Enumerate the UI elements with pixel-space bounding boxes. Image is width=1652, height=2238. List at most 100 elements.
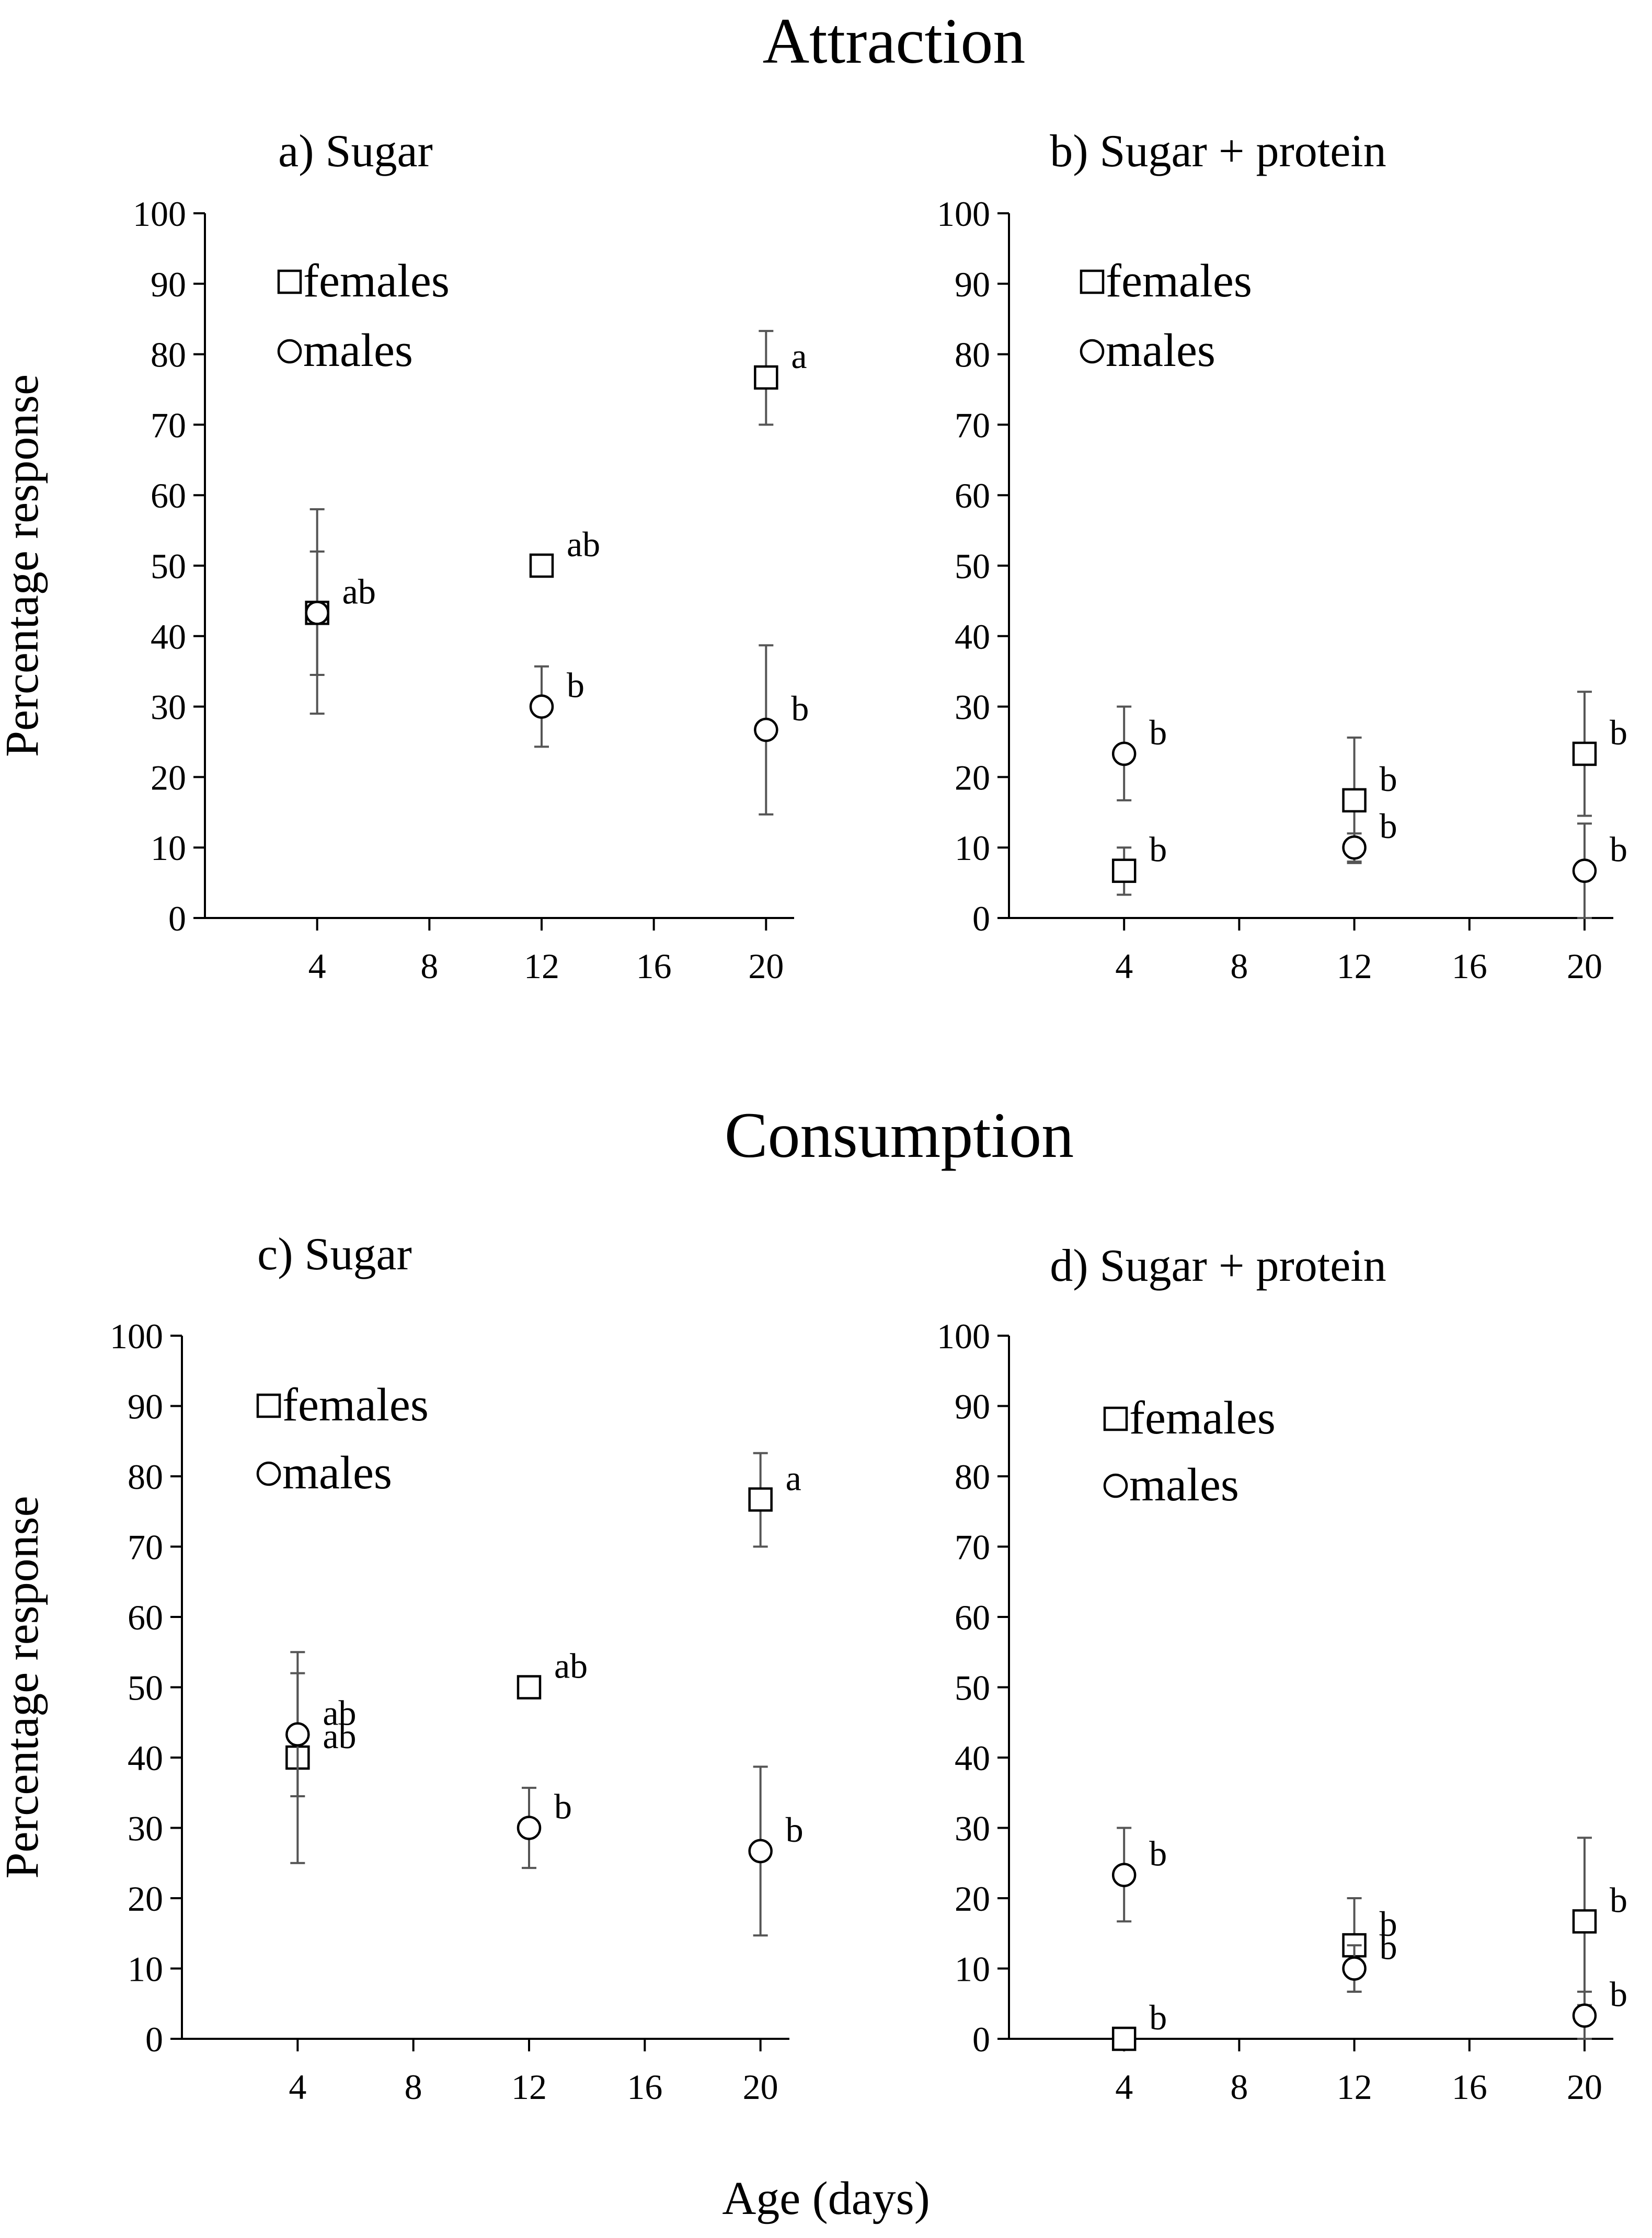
data-point-females [1342, 788, 1367, 813]
significance-label-females: b [1149, 1998, 1167, 2037]
data-point-males [529, 694, 554, 719]
data-point-males [305, 601, 329, 625]
x-tick-label: 20 [743, 2067, 778, 2107]
data-point-males [1111, 1863, 1137, 1887]
x-tick-label: 12 [524, 946, 559, 986]
y-tick-label: 100 [937, 1316, 990, 1356]
significance-label-males: b [1149, 713, 1167, 752]
significance-label-females: ab [567, 524, 600, 564]
x-tick-label: 4 [289, 2067, 306, 2107]
significance-label-females: a [786, 1458, 801, 1498]
legend-marker-females [1103, 1406, 1128, 1431]
y-tick-label: 100 [110, 1316, 163, 1356]
significance-label-males: ab [342, 571, 376, 611]
significance-label-males: b [1610, 1975, 1627, 2014]
data-point-males [1572, 858, 1597, 883]
legend-label-males: males [1129, 1459, 1239, 1511]
legend-marker-males [277, 339, 302, 364]
significance-label-males: b [567, 665, 584, 705]
x-tick-label: 4 [1115, 2067, 1133, 2107]
x-tick-label: 20 [1567, 946, 1602, 986]
data-point-males [285, 1722, 310, 1747]
significance-label-females: b [1380, 759, 1397, 799]
x-tick-label: 8 [405, 2067, 422, 2107]
x-tick-label: 16 [636, 946, 672, 986]
x-tick-label: 8 [1230, 946, 1248, 986]
y-tick-label: 0 [972, 899, 990, 938]
y-tick-label: 30 [955, 687, 990, 727]
y-tick-label: 60 [151, 476, 186, 515]
data-point-males [748, 1839, 773, 1864]
y-tick-label: 40 [128, 1738, 163, 1778]
legend-label-females: females [282, 1379, 429, 1431]
section-title-attraction: Attraction [763, 5, 1026, 77]
y-tick-label: 80 [128, 1457, 163, 1497]
data-point-females [754, 365, 778, 390]
shared-x-axis-label: Age (days) [722, 2173, 930, 2224]
legend-label-females: females [303, 255, 450, 307]
legend-label-males: males [1106, 325, 1215, 376]
y-tick-label: 0 [168, 899, 186, 938]
y-tick-label: 10 [128, 1949, 163, 1989]
significance-label-males: b [786, 1810, 804, 1850]
y-tick-label: 50 [955, 546, 990, 586]
data-point-males [1342, 1956, 1367, 1981]
significance-label-females: b [1149, 830, 1167, 869]
chart-panel: a) Sugar Percentage response 0 10 20 30 40 50 60… [0, 126, 809, 986]
legend-marker-males [256, 1461, 281, 1486]
y-tick-label: 30 [151, 687, 186, 727]
significance-label-males: b [554, 1787, 572, 1827]
y-tick-label: 80 [955, 1457, 990, 1497]
y-tick-label: 80 [955, 335, 990, 375]
section-title-consumption: Consumption [725, 1099, 1074, 1171]
data-point-males [754, 717, 778, 742]
data-point-females [1111, 2026, 1137, 2051]
y-tick-label: 90 [955, 265, 990, 304]
y-tick-label: 40 [955, 617, 990, 657]
data-point-females [748, 1487, 773, 1512]
x-tick-label: 16 [627, 2067, 662, 2107]
y-tick-label: 10 [955, 828, 990, 868]
data-point-males [517, 1816, 542, 1840]
y-tick-label: 60 [128, 1598, 163, 1637]
significance-label-males: b [1380, 1927, 1397, 1967]
x-tick-label: 8 [420, 946, 438, 986]
y-tick-label: 50 [955, 1668, 990, 1708]
chart-title: d) Sugar + protein [1050, 1241, 1386, 1291]
y-tick-label: 20 [955, 1879, 990, 1919]
y-tick-label: 70 [955, 405, 990, 445]
significance-label-males: b [1610, 830, 1627, 869]
legend-label-males: males [303, 325, 413, 376]
y-axis-label: Percentage response [0, 1496, 48, 1878]
significance-label-females: ab [342, 571, 376, 611]
y-axis-label: Percentage response [0, 374, 48, 757]
significance-label-females: b [1610, 713, 1627, 752]
legend-label-males: males [282, 1447, 392, 1499]
y-tick-label: 50 [128, 1668, 163, 1708]
data-point-females [1572, 1909, 1597, 1934]
x-tick-label: 4 [308, 946, 326, 986]
x-tick-label: 16 [1452, 2067, 1487, 2107]
y-tick-label: 50 [151, 546, 186, 586]
y-tick-label: 90 [128, 1387, 163, 1427]
x-tick-label: 12 [511, 2067, 547, 2107]
legend-marker-males [1080, 339, 1105, 364]
y-tick-label: 60 [955, 1598, 990, 1637]
x-tick-label: 16 [1452, 946, 1487, 986]
legend-marker-females [256, 1393, 281, 1418]
chart-panel: c) Sugar Percentage response 0 10 20 30 40 50 60… [0, 1229, 804, 2107]
data-point-males [1111, 741, 1137, 766]
y-tick-label: 70 [955, 1528, 990, 1567]
significance-label-females: a [791, 336, 807, 376]
y-tick-label: 70 [151, 405, 186, 445]
data-point-females [517, 1675, 542, 1700]
y-tick-label: 30 [128, 1809, 163, 1849]
legend-marker-females [277, 269, 302, 294]
y-tick-label: 100 [937, 194, 990, 234]
legend-label-females: females [1129, 1392, 1276, 1444]
x-tick-label: 4 [1115, 946, 1133, 986]
x-tick-label: 12 [1337, 946, 1372, 986]
y-tick-label: 20 [128, 1879, 163, 1919]
data-point-females [1111, 858, 1137, 883]
